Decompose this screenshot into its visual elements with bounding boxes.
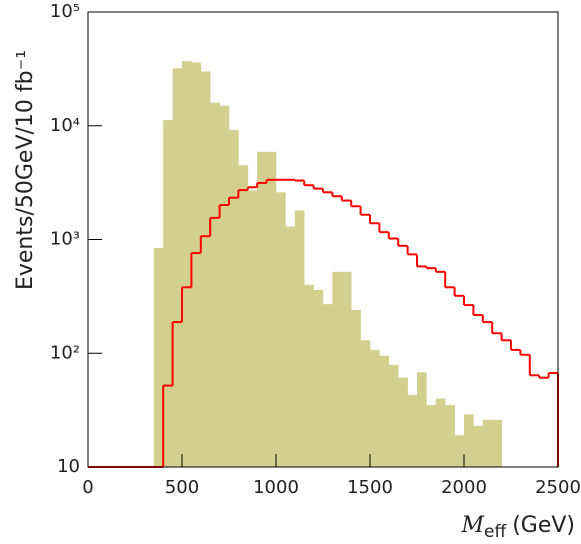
y-axis-label: Events/50GeV/10 fb⁻¹ xyxy=(13,50,38,290)
bar xyxy=(294,210,305,467)
x-tick-label: 2000 xyxy=(441,477,487,498)
bar xyxy=(210,102,220,468)
bar xyxy=(276,192,286,467)
bar xyxy=(238,165,249,467)
bar xyxy=(229,129,239,467)
y-tick-label: 10⁴ xyxy=(50,115,80,136)
bar xyxy=(351,310,361,467)
x-tick-label: 2500 xyxy=(535,477,581,498)
bar xyxy=(492,419,502,467)
bar xyxy=(304,284,314,467)
bar xyxy=(445,405,455,467)
x-tick-label: 1500 xyxy=(347,477,393,498)
bar xyxy=(266,151,277,467)
bar xyxy=(454,435,465,467)
bar xyxy=(191,62,202,468)
bar xyxy=(200,71,211,468)
bar xyxy=(435,398,446,467)
x-tick-label: 500 xyxy=(165,477,199,498)
bar xyxy=(341,271,352,467)
x-label-unit: (GeV) xyxy=(512,513,575,538)
bar xyxy=(360,340,371,467)
y-tick-label: 10³ xyxy=(50,229,80,250)
bar xyxy=(285,226,296,467)
bar xyxy=(219,105,230,468)
bar xyxy=(388,364,399,467)
bar xyxy=(247,190,258,467)
y-tick-label: 10² xyxy=(50,342,80,363)
x-label-subscript: eff xyxy=(484,522,507,542)
bar xyxy=(370,349,380,467)
y-tick-label: 10 xyxy=(57,456,80,477)
bar xyxy=(407,394,418,467)
bar xyxy=(379,355,390,467)
bar xyxy=(257,151,267,467)
bar xyxy=(153,248,164,467)
bar xyxy=(182,61,192,467)
bar xyxy=(332,271,343,467)
bar xyxy=(482,419,493,467)
bar xyxy=(323,304,333,467)
x-tick-label: 0 xyxy=(82,477,93,498)
x-tick-label: 1000 xyxy=(253,477,299,498)
bar xyxy=(398,377,408,467)
y-tick-label: 10⁵ xyxy=(50,1,80,22)
bar xyxy=(473,425,484,467)
bar xyxy=(313,289,324,467)
x-axis-label: Meff (GeV) xyxy=(460,513,575,542)
bar xyxy=(163,120,173,467)
bar xyxy=(464,414,474,467)
bar xyxy=(417,372,427,467)
x-label-symbol: M xyxy=(460,513,484,538)
bar xyxy=(426,405,437,467)
bar xyxy=(172,68,183,468)
